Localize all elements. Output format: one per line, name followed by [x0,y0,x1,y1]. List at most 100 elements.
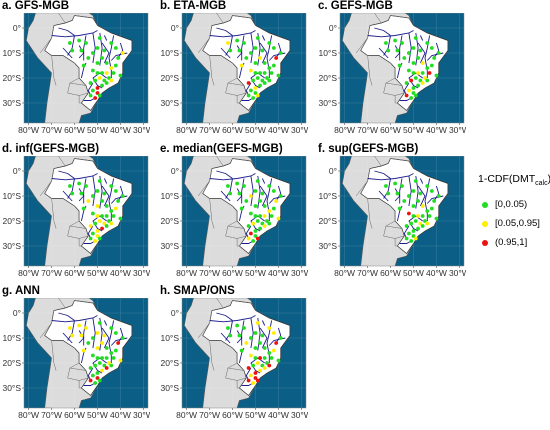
legend: 1-CDF(DMTcalc) [0,0.05) [0.05,0.95] (0.9… [478,173,550,252]
station-point [404,93,409,98]
country-border [383,82,403,96]
station-point [411,214,416,218]
station-point [246,81,251,85]
map-panel-b: b. ETA-MGB 80°W 70°W 60°W 50°W 40°W 30°W 0° 10°S… [158,0,308,135]
station-point [420,61,425,65]
country-border [67,82,87,96]
map-frame [23,298,149,409]
station-point [251,239,256,243]
station-point [262,224,267,228]
lon-tick-label: 30°W [449,268,466,278]
station-point [116,199,121,203]
station-point [81,63,86,68]
station-point [95,71,100,75]
station-point [102,191,107,196]
country-border [232,300,251,304]
station-point [102,78,107,83]
station-point [397,206,402,211]
river [259,42,268,64]
station-point [88,366,93,370]
station-point [271,63,276,68]
station-point [406,211,411,216]
station-point [107,219,111,223]
map-d: 80°W 70°W 60°W 50°W 40°W 30°W 0° 10°S 20°S 30°S [2,156,150,278]
lon-tick-label: 40°W [268,268,289,278]
river [83,178,87,204]
station-point [413,236,418,241]
station-point [109,184,114,188]
country-border [74,15,93,19]
station-point [97,36,102,40]
country-border [390,15,409,19]
lat-tick-label: 10°S [318,48,337,58]
station-point [269,214,274,218]
station-point [262,366,267,370]
station-point [262,356,267,360]
station-point [265,219,269,223]
river [225,178,233,199]
country-border [197,180,210,197]
lon-tick-label: 70°W [41,125,62,135]
station-point [276,216,281,221]
station-point [79,191,84,196]
country-border [74,300,93,304]
country-border [78,92,89,104]
station-point [113,63,118,68]
lon-tick-label: 80°W [334,125,355,135]
station-point [267,221,272,226]
station-point [425,41,430,45]
country-border [216,298,224,309]
river [103,35,108,41]
station-point [95,189,100,193]
river [92,357,107,364]
station-point [239,63,244,68]
panel-title: f. sup(GEFS-MGB) [318,143,419,155]
station-point [262,346,267,350]
station-point [253,234,258,238]
panel-title: a. GFS-MGB [2,0,70,12]
station-point [100,199,104,203]
station-point [104,346,109,350]
river [417,42,426,64]
station-point [95,346,100,350]
river [209,30,256,38]
lon-tick-label: 80°W [176,125,197,135]
station-point [411,234,416,238]
country-border [69,211,80,227]
station-point [402,56,407,60]
station-point [113,331,118,335]
station-point [262,204,267,208]
country-border [78,235,89,247]
station-point [406,194,411,198]
station-point [436,194,441,198]
river [378,47,389,59]
lon-tick-label: 80°W [18,125,39,135]
station-point [88,236,93,241]
station-point [248,211,253,216]
station-point [120,51,125,55]
station-point [70,48,75,53]
station-point [246,93,251,98]
station-point [244,341,249,345]
station-point [251,96,256,100]
station-point [109,209,114,213]
station-point [109,221,114,226]
station-point [95,91,100,95]
station-point [406,231,411,236]
lon-tick-label: 60°W [222,410,243,420]
station-point [418,48,423,53]
river [117,42,124,59]
station-point [102,48,107,53]
station-point [255,378,260,383]
station-point [420,81,425,85]
country-border [74,158,93,162]
river [261,320,266,326]
country-border [394,92,405,104]
station-point [68,41,72,45]
station-point [100,226,104,231]
station-point [242,41,246,45]
river [67,178,75,199]
station-point [425,78,430,83]
map-panel-c: c. GEFS-MGB 80°W 70°W 60°W 50°W 40°W 30°W 0° 10°… [316,0,466,135]
station-point [113,348,118,353]
